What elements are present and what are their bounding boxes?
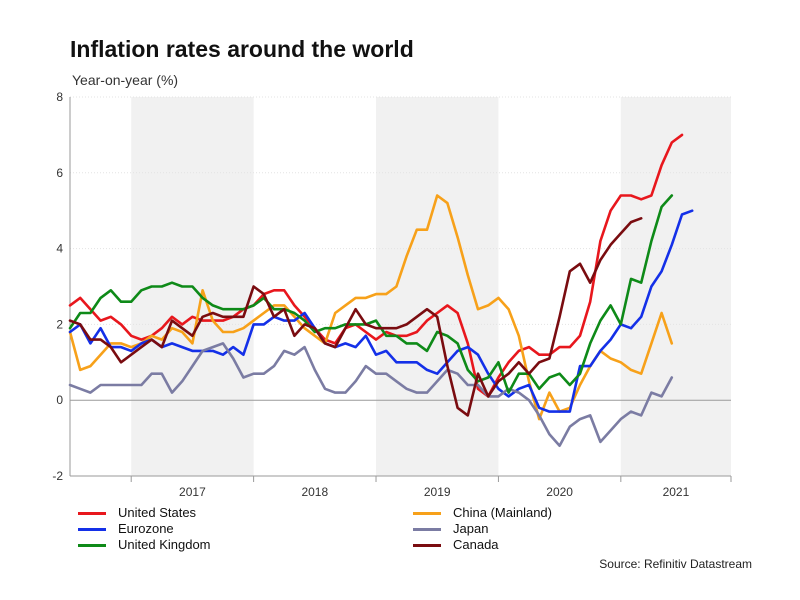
chart-title: Inflation rates around the world (70, 36, 414, 62)
x-tick-label: 2019 (424, 485, 451, 499)
y-tick-label: -2 (52, 469, 63, 483)
x-tick-label: 2020 (546, 485, 573, 499)
y-tick-label: 4 (56, 242, 63, 256)
legend-label-united-states: United States (118, 505, 197, 520)
legend-label-china: China (Mainland) (453, 505, 552, 520)
legend-swatch-eurozone (78, 528, 106, 531)
series-line-japan (68, 342, 674, 448)
legend-label-eurozone: Eurozone (118, 521, 174, 536)
legend-swatch-japan (413, 528, 441, 531)
x-tick-label: 2017 (179, 485, 206, 499)
series-line-united-kingdom (68, 194, 674, 394)
y-tick-label: 2 (56, 317, 63, 331)
shade-2021 (620, 97, 731, 476)
y-tick-label: 8 (56, 90, 63, 104)
x-tick-label: 2021 (663, 485, 690, 499)
series-line-canada (68, 217, 643, 417)
year-shading-group (131, 97, 731, 476)
series-line-united-states (68, 133, 684, 398)
legend-label-japan: Japan (453, 521, 489, 536)
y-tick-label: 0 (56, 393, 63, 407)
legend-swatch-china (413, 512, 441, 515)
legend-swatch-united-kingdom (78, 544, 106, 547)
legend-swatch-united-states (78, 512, 106, 515)
legend-label-united-kingdom: United Kingdom (118, 537, 211, 552)
y-tick-label: 6 (56, 166, 63, 180)
series-line-eurozone (68, 209, 694, 413)
legend-swatch-canada (413, 544, 441, 547)
x-tick-label: 2018 (301, 485, 328, 499)
source-note: Source: Refinitiv Datastream (599, 557, 752, 571)
y-axis-label: Year-on-year (%) (72, 72, 179, 88)
axes-group: -2 0 2 4 6 8 2017 2018 2019 2020 2021 (52, 90, 732, 499)
series-group (68, 133, 694, 448)
legend-label-canada: Canada (453, 537, 499, 552)
